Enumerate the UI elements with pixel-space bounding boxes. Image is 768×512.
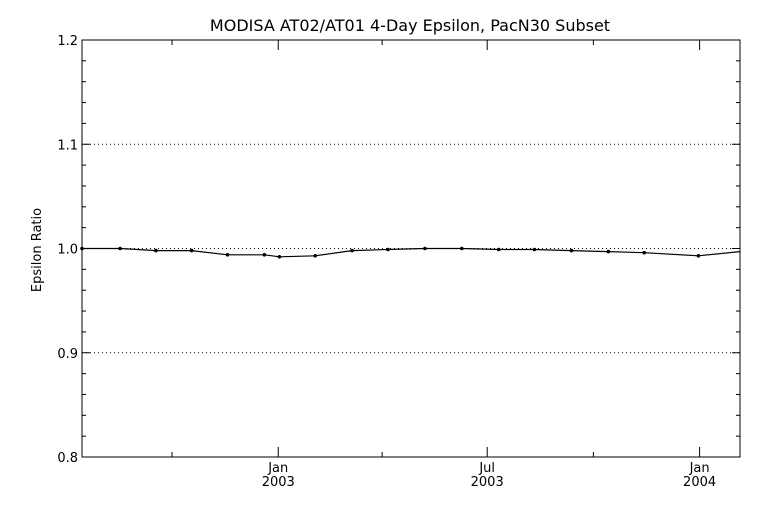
y-tick-label: 1.0 (57, 243, 78, 258)
series-line-0 (82, 247, 741, 258)
data-point (350, 248, 354, 253)
x-tick-year-label: 2004 (683, 475, 716, 490)
data-point (496, 247, 501, 252)
data-point (277, 254, 282, 259)
x-tick-year-label: 2003 (471, 475, 504, 490)
x-tick-month-label: Jan (267, 461, 288, 476)
data-point (225, 253, 230, 257)
data-point (642, 250, 646, 255)
data-point (460, 246, 464, 251)
y-axis-label: Epsilon Ratio (30, 208, 45, 292)
y-tick-label: 1.2 (57, 34, 78, 49)
plot-frame (81, 39, 741, 458)
chart-title: MODISA AT02/AT01 4-Day Epsilon, PacN30 S… (210, 16, 610, 35)
x-tick-year-label: 2003 (262, 475, 295, 490)
y-tick-label: 0.9 (57, 347, 78, 362)
data-point (532, 247, 537, 252)
y-tick-label: 0.8 (57, 451, 78, 466)
data-point (262, 253, 267, 257)
data-point (696, 254, 701, 258)
data-point (423, 246, 427, 251)
series-group (80, 246, 741, 259)
x-tick-month-label: Jan (689, 461, 710, 476)
data-point (118, 246, 122, 251)
y-tick-label: 1.1 (57, 138, 78, 153)
data-point (606, 249, 611, 254)
x-tick-month-label: Jul (478, 461, 495, 476)
data-point (569, 248, 574, 253)
data-point (189, 248, 194, 253)
data-point (313, 254, 318, 258)
data-point (386, 247, 390, 252)
data-point (154, 248, 158, 253)
